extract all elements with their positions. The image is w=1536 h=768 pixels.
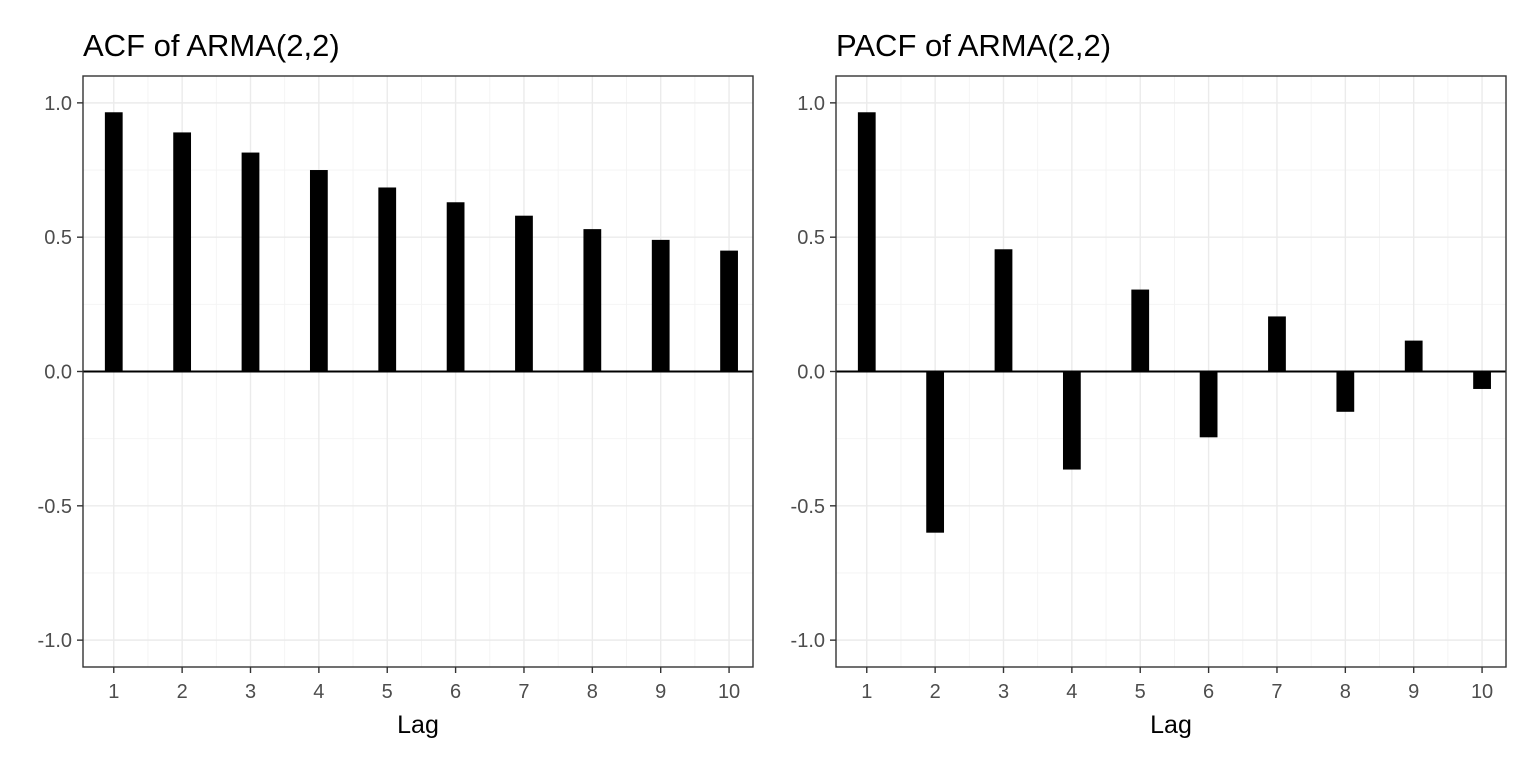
acf-y-tick-label: 0.5 <box>44 227 72 249</box>
pacf-bar-lag-7 <box>1268 316 1286 372</box>
pacf-bar-lag-5 <box>1131 289 1150 372</box>
pacf-y-tick-label: 0.5 <box>797 227 825 249</box>
pacf-y-tick-label: -1.0 <box>791 630 825 652</box>
acf-chart: ACF of ARMA(2,2) -1.0 -0.5 0.0 0.5 1.0 1 2 3 4 5 6 7… <box>38 28 754 739</box>
acf-title: ACF of ARMA(2,2) <box>83 28 340 63</box>
acf-x-tick-label: 5 <box>382 681 393 703</box>
acf-bar-lag-5 <box>378 187 397 372</box>
acf-bar-lag-7 <box>515 215 533 372</box>
acf-y-tick-label: -0.5 <box>38 496 72 518</box>
acf-bar-lag-9 <box>651 239 670 372</box>
acf-x-tick-label: 10 <box>718 681 740 703</box>
pacf-y-tick-label: 0.0 <box>797 362 825 384</box>
pacf-bar-lag-10 <box>1473 371 1491 389</box>
pacf-chart: PACF of ARMA(2,2) -1.0 -0.5 0.0 0.5 1.0 1 2 3 4 5 6… <box>791 28 1507 739</box>
pacf-bar-lag-9 <box>1404 340 1423 372</box>
acf-bar-lag-6 <box>446 202 465 372</box>
pacf-bar-lag-1 <box>857 112 876 372</box>
acf-x-tick-label: 4 <box>313 681 324 703</box>
acf-y-tick-label: 1.0 <box>44 93 72 115</box>
pacf-x-tick-label: 10 <box>1471 681 1493 703</box>
acf-x-tick-label: 3 <box>245 681 256 703</box>
acf-bar-lag-10 <box>720 250 738 372</box>
pacf-title: PACF of ARMA(2,2) <box>836 28 1111 63</box>
acf-bar-lag-2 <box>173 132 192 372</box>
pacf-bar-lag-8 <box>1336 371 1355 412</box>
acf-y-tick-label: -1.0 <box>38 630 72 652</box>
acf-bar-lag-1 <box>104 112 123 372</box>
pacf-x-tick-label: 6 <box>1203 681 1214 703</box>
pacf-x-tick-label: 1 <box>861 681 872 703</box>
pacf-x-tick-label: 3 <box>998 681 1009 703</box>
pacf-x-tick-label: 8 <box>1340 681 1351 703</box>
acf-bar-lag-4 <box>309 170 328 372</box>
pacf-bar-lag-3 <box>994 249 1013 372</box>
pacf-bar-lag-4 <box>1062 371 1081 470</box>
pacf-x-tick-label: 2 <box>930 681 941 703</box>
acf-x-tick-label: 8 <box>587 681 598 703</box>
acf-x-axis-label: Lag <box>397 711 439 739</box>
acf-bar-lag-3 <box>241 152 260 372</box>
pacf-x-tick-label: 9 <box>1408 681 1419 703</box>
pacf-x-tick-label: 4 <box>1066 681 1077 703</box>
acf-bar-lag-8 <box>583 229 602 372</box>
acf-x-tick-label: 7 <box>518 681 529 703</box>
pacf-bar-lag-2 <box>926 371 945 533</box>
acf-x-tick-label: 6 <box>450 681 461 703</box>
acf-x-tick-label: 1 <box>108 681 119 703</box>
pacf-y-tick-label: -0.5 <box>791 496 825 518</box>
acf-x-tick-label: 9 <box>655 681 666 703</box>
pacf-y-tick-label: 1.0 <box>797 93 825 115</box>
acf-y-tick-label: 0.0 <box>44 362 72 384</box>
pacf-bar-lag-6 <box>1199 371 1218 438</box>
pacf-x-tick-label: 5 <box>1135 681 1146 703</box>
acf-x-tick-label: 2 <box>177 681 188 703</box>
pacf-x-tick-label: 7 <box>1271 681 1282 703</box>
pacf-x-axis-label: Lag <box>1150 711 1192 739</box>
